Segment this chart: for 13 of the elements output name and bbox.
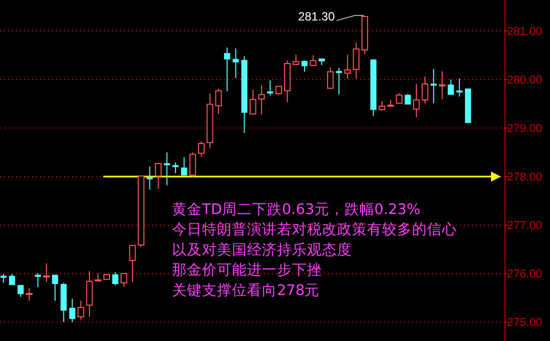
- y-tick-label: 280.00: [507, 74, 542, 87]
- annotation: 今日特朗普演讲若对税改政策有较多的信心: [172, 221, 457, 238]
- y-tick-label: 275.00: [507, 317, 542, 330]
- y-tick-label: 278.00: [507, 172, 542, 184]
- annotation: 关键支撑位看向278元: [172, 282, 320, 299]
- annotation: 281.30: [298, 9, 336, 24]
- annotation: 那金价可能进一步下挫: [172, 262, 322, 279]
- annotation: 黄金TD周二下跌0.63元，跌幅0.23%: [172, 201, 420, 218]
- annotation: 以及对美国经济持乐观态度: [172, 241, 352, 258]
- y-tick-label: 276.00: [507, 268, 542, 281]
- y-tick-label: 277.00: [507, 220, 542, 232]
- y-tick-label: 279.00: [507, 123, 542, 136]
- y-tick-label: 281.00: [507, 26, 542, 38]
